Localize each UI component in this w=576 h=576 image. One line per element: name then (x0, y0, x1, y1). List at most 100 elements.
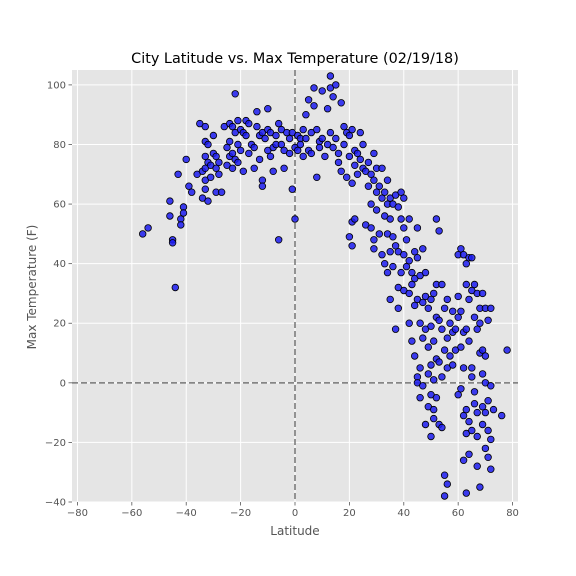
data-point (353, 149, 362, 158)
data-point (351, 161, 359, 169)
data-point (223, 161, 231, 169)
data-point (337, 167, 345, 175)
data-point (299, 125, 307, 134)
data-point (438, 423, 446, 432)
data-point (217, 188, 226, 196)
data-point (503, 346, 511, 354)
data-point (250, 164, 258, 172)
y-tick-label: −20 (45, 438, 66, 449)
data-point (204, 197, 212, 205)
data-point (430, 376, 438, 384)
data-point (408, 268, 416, 277)
x-axis-ticks: −80 −60 −40 −20 0 20 40 60 80 (67, 502, 519, 519)
data-point (215, 158, 223, 167)
data-point (421, 292, 430, 301)
data-point (481, 444, 490, 453)
data-point (487, 304, 495, 312)
data-point (459, 364, 468, 372)
data-point (228, 149, 237, 158)
data-point (310, 102, 318, 110)
data-point (280, 146, 288, 155)
chart-title: City Latitude vs. Max Temperature (02/19… (131, 51, 459, 67)
data-point (478, 370, 487, 378)
data-point (438, 325, 446, 333)
y-axis-ticks: −40 −20 0 20 40 60 80 100 (45, 80, 72, 509)
data-point (397, 268, 405, 277)
data-point (462, 280, 470, 289)
data-point (345, 233, 354, 241)
data-point (138, 230, 147, 238)
data-point (343, 173, 351, 181)
data-point (307, 128, 315, 137)
data-point (326, 72, 335, 80)
data-point (478, 289, 487, 298)
data-point (285, 134, 294, 143)
data-point (449, 307, 457, 315)
data-point (296, 140, 305, 149)
data-point (473, 325, 481, 333)
data-point (272, 131, 280, 140)
y-tick-label: 20 (53, 319, 66, 330)
data-point (299, 152, 307, 161)
data-point (168, 239, 177, 247)
data-point (462, 489, 470, 497)
y-tick-label: 0 (60, 378, 66, 389)
data-point (185, 182, 193, 190)
data-point (446, 352, 454, 360)
data-point (411, 247, 419, 256)
data-point (397, 188, 405, 196)
data-point (465, 337, 473, 345)
data-point (459, 456, 468, 464)
data-point (400, 250, 408, 259)
data-point (204, 140, 212, 149)
data-point (416, 319, 424, 327)
data-point (367, 170, 375, 178)
data-point (351, 215, 359, 223)
data-point (470, 400, 479, 408)
data-point (386, 247, 394, 256)
data-point (473, 432, 481, 441)
data-point (438, 373, 446, 381)
data-point (353, 170, 362, 178)
data-point (225, 137, 234, 146)
data-point (364, 158, 373, 167)
data-point (198, 194, 207, 202)
data-point (288, 185, 296, 193)
data-point (367, 224, 375, 232)
data-point (394, 283, 402, 292)
data-point (321, 152, 329, 161)
data-point (302, 134, 310, 143)
data-point (340, 140, 348, 149)
data-point (454, 313, 462, 321)
data-point (405, 257, 413, 265)
data-point (348, 179, 356, 187)
data-point (457, 343, 465, 351)
data-point (266, 152, 275, 161)
y-tick-label: −40 (45, 498, 66, 509)
data-point (498, 411, 506, 420)
data-point (239, 167, 247, 175)
data-point (329, 93, 337, 101)
x-tick-label: 40 (397, 508, 410, 519)
data-point (411, 352, 419, 360)
data-point (370, 149, 378, 158)
data-point (427, 322, 435, 330)
data-point (171, 283, 179, 292)
data-point (386, 295, 394, 304)
data-point (307, 149, 315, 158)
data-point (421, 268, 430, 277)
data-point (231, 90, 239, 98)
data-point (465, 417, 473, 426)
data-point (253, 122, 261, 131)
data-point (478, 403, 487, 411)
data-point (462, 260, 470, 268)
data-point (196, 119, 204, 128)
data-point (478, 420, 487, 429)
data-point (487, 465, 495, 473)
data-point (294, 146, 302, 155)
data-point (318, 134, 326, 143)
data-point (179, 209, 188, 217)
data-point (411, 301, 419, 310)
data-point (443, 295, 451, 304)
data-point (372, 188, 381, 196)
